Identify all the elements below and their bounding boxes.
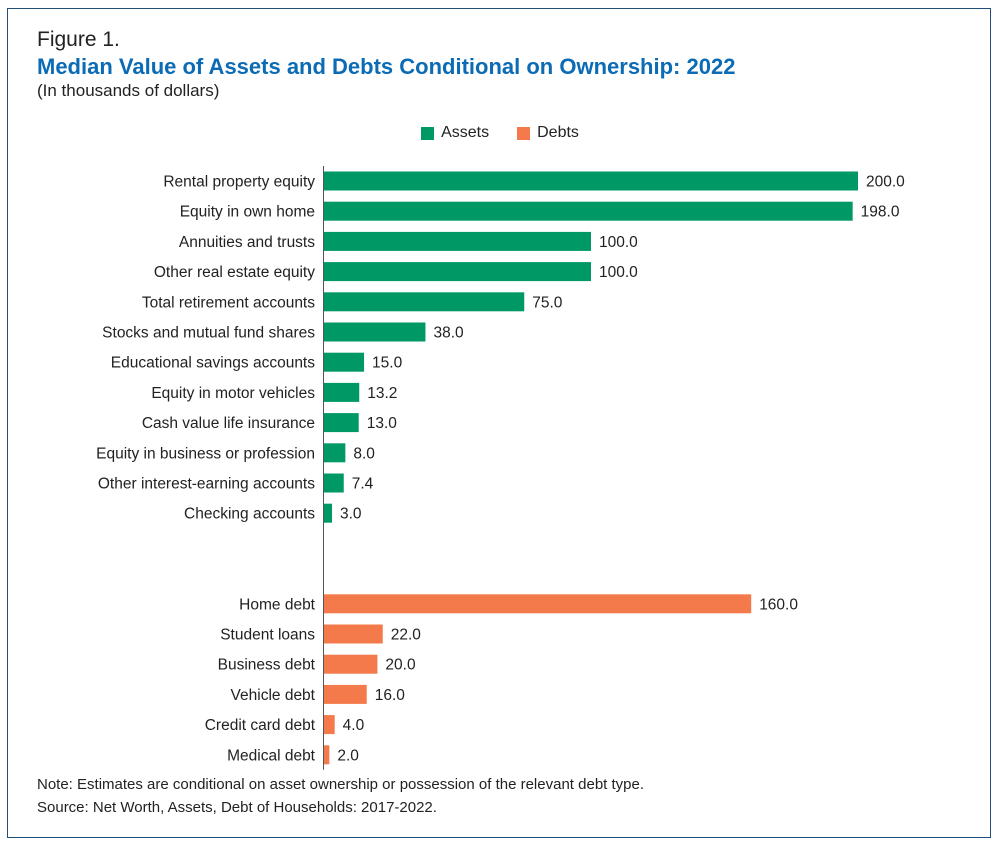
category-label-credit-card-debt: Credit card debt bbox=[205, 717, 316, 734]
value-label-total-retirement-accounts: 75.0 bbox=[532, 294, 563, 311]
bar-stocks-and-mutual-fund-shares bbox=[324, 322, 426, 342]
value-label-business-debt: 20.0 bbox=[385, 657, 416, 674]
value-label-educational-savings-accounts: 15.0 bbox=[372, 355, 403, 372]
category-label-business-debt: Business debt bbox=[218, 657, 316, 674]
legend: Assets Debts bbox=[0, 124, 1000, 142]
bar-educational-savings-accounts bbox=[324, 352, 365, 372]
category-label-cash-value-life-insurance: Cash value life insurance bbox=[142, 415, 315, 432]
value-label-annuities-and-trusts: 100.0 bbox=[599, 234, 638, 251]
bar-equity-in-motor-vehicles bbox=[324, 382, 360, 402]
value-label-home-debt: 160.0 bbox=[759, 596, 798, 613]
category-label-equity-in-own-home: Equity in own home bbox=[180, 204, 315, 221]
category-label-other-real-estate-equity: Other real estate equity bbox=[154, 264, 315, 281]
category-label-rental-property-equity: Rental property equity bbox=[163, 174, 315, 191]
bar-business-debt bbox=[324, 654, 378, 674]
legend-label-assets: Assets bbox=[441, 124, 490, 141]
category-label-student-loans: Student loans bbox=[220, 627, 315, 644]
bar-total-retirement-accounts bbox=[324, 292, 525, 312]
category-label-annuities-and-trusts: Annuities and trusts bbox=[179, 234, 315, 251]
value-label-stocks-and-mutual-fund-shares: 38.0 bbox=[433, 325, 464, 342]
value-label-other-interest-earning-accounts: 7.4 bbox=[352, 476, 374, 493]
value-label-cash-value-life-insurance: 13.0 bbox=[367, 415, 398, 432]
legend-swatch-debts bbox=[517, 126, 531, 140]
legend-swatch-assets bbox=[421, 126, 435, 140]
value-label-equity-in-business-or-profession: 8.0 bbox=[353, 445, 375, 462]
bar-vehicle-debt bbox=[324, 684, 367, 704]
category-label-other-interest-earning-accounts: Other interest-earning accounts bbox=[98, 476, 315, 493]
category-label-home-debt: Home debt bbox=[239, 596, 316, 613]
category-label-stocks-and-mutual-fund-shares: Stocks and mutual fund shares bbox=[102, 325, 315, 342]
bar-other-interest-earning-accounts bbox=[324, 473, 344, 493]
value-label-rental-property-equity: 200.0 bbox=[866, 174, 905, 191]
category-label-equity-in-business-or-profession: Equity in business or profession bbox=[96, 445, 315, 462]
chart-title: Median Value of Assets and Debts Conditi… bbox=[37, 54, 736, 79]
value-label-medical-debt: 2.0 bbox=[337, 747, 359, 764]
bar-equity-in-own-home bbox=[324, 201, 853, 221]
category-label-equity-in-motor-vehicles: Equity in motor vehicles bbox=[151, 385, 315, 402]
value-label-other-real-estate-equity: 100.0 bbox=[599, 264, 638, 281]
value-label-equity-in-motor-vehicles: 13.2 bbox=[367, 385, 397, 402]
value-label-student-loans: 22.0 bbox=[391, 627, 422, 644]
source-text: Source: Net Worth, Assets, Debt of House… bbox=[37, 799, 437, 816]
legend-item-debts: Debts bbox=[517, 124, 579, 142]
category-label-checking-accounts: Checking accounts bbox=[184, 506, 315, 523]
category-label-vehicle-debt: Vehicle debt bbox=[231, 687, 316, 704]
bar-checking-accounts bbox=[324, 503, 333, 523]
category-label-educational-savings-accounts: Educational savings accounts bbox=[111, 355, 315, 372]
value-label-checking-accounts: 3.0 bbox=[340, 506, 362, 523]
figure-label: Figure 1. bbox=[37, 28, 120, 51]
value-label-equity-in-own-home: 198.0 bbox=[861, 204, 900, 221]
category-label-medical-debt: Medical debt bbox=[227, 747, 316, 764]
footnote: Note: Estimates are conditional on asset… bbox=[37, 773, 644, 819]
bar-other-real-estate-equity bbox=[324, 262, 591, 282]
bar-cash-value-life-insurance bbox=[324, 413, 359, 433]
bar-annuities-and-trusts bbox=[324, 231, 591, 251]
bar-rental-property-equity bbox=[324, 171, 858, 191]
bar-equity-in-business-or-profession bbox=[324, 443, 346, 463]
category-label-total-retirement-accounts: Total retirement accounts bbox=[142, 294, 315, 311]
bar-home-debt bbox=[324, 594, 752, 614]
bar-student-loans bbox=[324, 624, 383, 644]
note-text: Note: Estimates are conditional on asset… bbox=[37, 776, 645, 793]
value-label-credit-card-debt: 4.0 bbox=[343, 717, 365, 734]
bar-medical-debt bbox=[324, 745, 330, 765]
legend-item-assets: Assets bbox=[421, 124, 489, 142]
value-label-vehicle-debt: 16.0 bbox=[375, 687, 406, 704]
bar-credit-card-debt bbox=[324, 715, 335, 735]
legend-label-debts: Debts bbox=[537, 124, 579, 141]
chart-subtitle: (In thousands of dollars) bbox=[37, 81, 220, 100]
figure-frame bbox=[7, 8, 991, 838]
